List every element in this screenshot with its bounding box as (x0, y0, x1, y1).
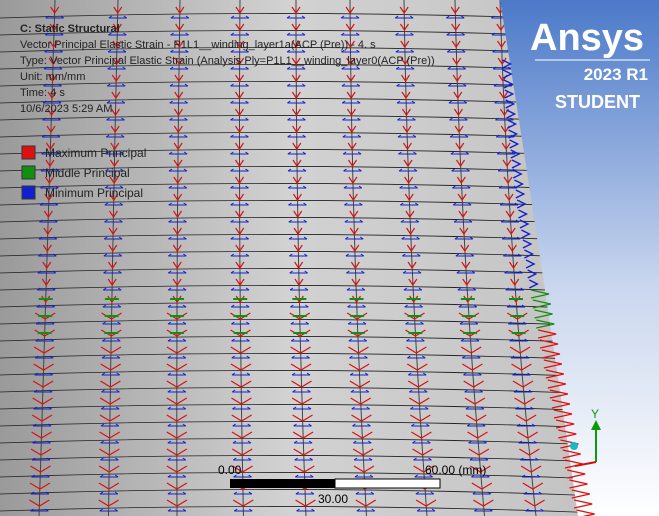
legend-label: Minimum Principal (45, 186, 143, 200)
scale-bar-dark (230, 479, 335, 488)
logo-edition: STUDENT (555, 92, 640, 112)
scale-middle: 30.00 (318, 492, 348, 506)
header-line: Time: 4 s (20, 87, 65, 99)
legend-label: Middle Principal (45, 166, 130, 180)
legend-swatch (22, 166, 35, 179)
header-line: Type: Vector Principal Elastic Strain (A… (20, 55, 435, 67)
viewport: C: Static Structural Vector Principal El… (0, 0, 659, 516)
scale-end: 60.00 (mm) (425, 463, 486, 477)
header-title: C: Static Structural (20, 23, 120, 35)
logo-version: 2023 R1 (584, 65, 648, 84)
scale-start: 0.00 (218, 463, 242, 477)
legend-swatch (22, 146, 35, 159)
scale-bar-light (335, 479, 440, 488)
logo-brand: Ansys (530, 17, 644, 59)
header-line: Vector Principal Elastic Strain - P1L1__… (20, 39, 376, 51)
legend-swatch (22, 186, 35, 199)
triad-z (570, 442, 578, 450)
header-line: 10/6/2023 5:29 AM (20, 103, 112, 115)
header-line: Unit: mm/mm (20, 71, 85, 83)
triad-y-label: Y (591, 407, 599, 421)
legend-label: Maximum Principal (45, 146, 146, 160)
